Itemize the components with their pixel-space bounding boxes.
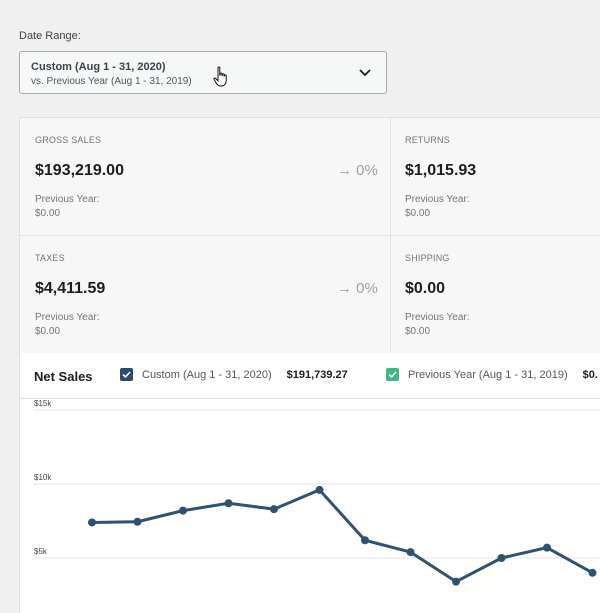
y-tick-label: $15k bbox=[34, 399, 52, 408]
legend-item-previous[interactable]: Previous Year (Aug 1 - 31, 2019) $0. bbox=[386, 368, 598, 381]
stat-gross-sales[interactable]: GROSS SALES $193,219.00 Previous Year: $… bbox=[35, 135, 124, 221]
checkbox-checked-icon[interactable] bbox=[386, 368, 399, 381]
stat-label: TAXES bbox=[35, 253, 65, 263]
stat-delta-value: 0% bbox=[356, 162, 378, 179]
date-range-label: Date Range: bbox=[19, 30, 81, 42]
stat-value: $193,219.00 bbox=[35, 162, 124, 179]
stats-panel: GROSS SALES $193,219.00 Previous Year: $… bbox=[19, 117, 600, 354]
date-range-selected: Custom (Aug 1 - 31, 2020) bbox=[31, 61, 166, 73]
stat-previous: Previous Year: $0.00 bbox=[405, 193, 476, 221]
data-point[interactable] bbox=[88, 518, 96, 527]
chart-title: Net Sales bbox=[34, 369, 93, 384]
y-tick-label: $5k bbox=[34, 547, 48, 556]
data-point[interactable] bbox=[543, 543, 551, 552]
stat-previous: Previous Year: $0.00 bbox=[35, 311, 105, 339]
stat-previous-label: Previous Year: bbox=[405, 194, 470, 205]
stat-label: SHIPPING bbox=[405, 253, 450, 263]
stat-previous-label: Previous Year: bbox=[35, 194, 100, 205]
data-point[interactable] bbox=[361, 536, 369, 545]
stat-previous: Previous Year: $0.00 bbox=[405, 311, 470, 339]
stats-row-divider bbox=[20, 235, 600, 236]
data-point[interactable] bbox=[224, 499, 233, 508]
data-point[interactable] bbox=[452, 577, 460, 586]
stat-label: GROSS SALES bbox=[35, 135, 102, 145]
hand-cursor-icon bbox=[213, 66, 227, 87]
stat-previous-label: Previous Year: bbox=[35, 312, 100, 323]
data-point[interactable] bbox=[406, 548, 415, 557]
data-point[interactable] bbox=[588, 568, 597, 577]
stat-value: $1,015.93 bbox=[405, 162, 477, 179]
legend-label: Custom (Aug 1 - 31, 2020) bbox=[142, 368, 272, 381]
stat-value: $4,411.59 bbox=[35, 280, 106, 297]
legend-label: Previous Year (Aug 1 - 31, 2019) bbox=[408, 368, 568, 381]
stat-previous-value: $0.00 bbox=[405, 326, 431, 337]
stat-previous-value: $0.00 bbox=[35, 326, 61, 337]
data-point[interactable] bbox=[270, 505, 278, 514]
net-sales-line-chart: $15k $10k $5k bbox=[34, 399, 600, 586]
data-point[interactable] bbox=[497, 554, 506, 562]
y-tick-label: $10k bbox=[34, 473, 52, 482]
stat-delta-gross-sales: → 0% bbox=[337, 162, 378, 179]
stats-column-divider bbox=[390, 118, 391, 354]
stat-previous-value: $0.00 bbox=[35, 208, 61, 219]
stat-value: $0.00 bbox=[405, 280, 446, 297]
arrow-right-icon: → bbox=[337, 280, 352, 297]
arrow-right-icon: → bbox=[337, 162, 352, 179]
date-range-select[interactable]: Custom (Aug 1 - 31, 2020) vs. Previous Y… bbox=[19, 51, 387, 94]
date-range-compare: vs. Previous Year (Aug 1 - 31, 2019) bbox=[31, 76, 192, 87]
legend-item-current[interactable]: Custom (Aug 1 - 31, 2020) $191,739.27 bbox=[120, 368, 348, 381]
chevron-down-icon bbox=[359, 69, 371, 77]
stat-label: RETURNS bbox=[405, 135, 450, 145]
stat-delta-value: 0% bbox=[356, 280, 378, 297]
series-line bbox=[91, 488, 594, 584]
data-point[interactable] bbox=[133, 517, 142, 526]
checkbox-checked-icon[interactable] bbox=[120, 368, 133, 381]
stat-delta-taxes: → 0% bbox=[337, 280, 378, 297]
stat-previous-label: Previous Year: bbox=[405, 312, 470, 323]
stat-taxes[interactable]: TAXES $4,411.59 Previous Year: $0.00 bbox=[35, 253, 105, 339]
stat-returns[interactable]: RETURNS $1,015.93 Previous Year: $0.00 bbox=[405, 135, 476, 221]
legend-total: $191,739.27 bbox=[286, 368, 348, 381]
data-point[interactable] bbox=[315, 485, 324, 494]
legend-total: $0. bbox=[582, 368, 598, 381]
stat-previous: Previous Year: $0.00 bbox=[35, 193, 124, 221]
chart-header: Net Sales Custom (Aug 1 - 31, 2020) $191… bbox=[20, 353, 600, 399]
data-point[interactable] bbox=[179, 506, 187, 515]
stat-previous-value: $0.00 bbox=[405, 208, 431, 219]
net-sales-chart-card: Net Sales Custom (Aug 1 - 31, 2020) $191… bbox=[19, 353, 600, 613]
stat-shipping[interactable]: SHIPPING $0.00 Previous Year: $0.00 bbox=[405, 253, 470, 339]
